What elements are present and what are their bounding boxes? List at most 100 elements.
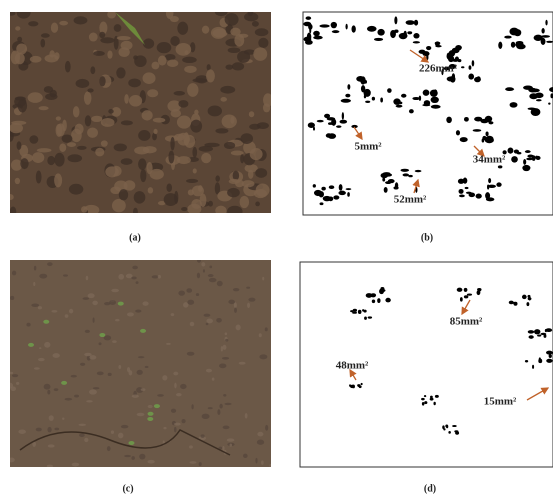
clod: [250, 148, 263, 160]
blob: [538, 359, 542, 363]
blob: [374, 38, 383, 41]
clod: [254, 189, 267, 198]
blob: [333, 195, 339, 199]
clod: [157, 42, 172, 53]
grain: [204, 314, 211, 317]
blob: [548, 103, 550, 105]
clod: [215, 128, 228, 133]
clod: [37, 148, 52, 152]
blob: [523, 85, 533, 89]
clod: [258, 38, 268, 48]
blob: [364, 95, 366, 99]
grain: [8, 372, 13, 374]
blob: [546, 359, 552, 363]
blob: [458, 179, 464, 184]
blob: [541, 28, 544, 33]
blob: [473, 129, 482, 132]
weed: [118, 302, 124, 306]
clod: [39, 106, 49, 110]
grain: [189, 461, 196, 464]
clod: [129, 95, 142, 106]
clod: [128, 78, 141, 87]
blob: [317, 120, 324, 123]
blob: [422, 104, 430, 106]
clod: [242, 180, 255, 187]
blob: [358, 310, 362, 314]
blob: [457, 288, 463, 292]
clod: [213, 29, 228, 38]
clod: [6, 194, 13, 200]
clod: [81, 206, 87, 213]
grain: [38, 358, 45, 361]
blob: [486, 197, 494, 201]
clod: [215, 175, 220, 181]
clod: [76, 79, 90, 88]
grain: [222, 357, 229, 360]
clod: [119, 47, 130, 57]
blob: [340, 120, 348, 124]
grain: [88, 293, 95, 298]
annotation: 5mm²: [354, 141, 382, 153]
blob: [522, 295, 527, 299]
grain: [131, 456, 134, 460]
blob: [394, 16, 397, 24]
grain: [197, 273, 200, 279]
clod: [215, 206, 226, 216]
grain: [265, 425, 268, 431]
grain: [107, 446, 111, 451]
clod: [99, 32, 105, 38]
annotation: 34mm²: [473, 154, 506, 166]
weed: [99, 333, 105, 337]
blob: [406, 20, 415, 25]
blob: [448, 431, 451, 434]
clod: [177, 156, 191, 164]
grain: [208, 407, 213, 409]
clod: [220, 86, 235, 94]
clod: [28, 92, 43, 103]
clod: [220, 97, 227, 102]
blob: [347, 192, 350, 197]
grain: [31, 304, 39, 307]
clod: [17, 141, 22, 150]
grain: [97, 371, 104, 375]
grain: [217, 409, 220, 415]
grain: [34, 367, 40, 369]
grain: [187, 352, 195, 356]
grain: [111, 289, 119, 293]
blob: [396, 105, 403, 108]
clod: [167, 60, 178, 68]
blob: [390, 30, 396, 38]
grain: [259, 354, 267, 359]
clod: [54, 52, 60, 59]
grain: [16, 382, 19, 385]
grain: [245, 413, 248, 419]
blob: [486, 132, 489, 137]
blob: [461, 66, 464, 68]
grain: [217, 281, 223, 286]
blob: [511, 42, 516, 48]
clod: [174, 91, 186, 96]
clod: [77, 146, 87, 150]
blob: [505, 87, 514, 91]
clod: [200, 193, 207, 207]
blob: [367, 26, 377, 32]
clod: [263, 103, 270, 112]
grain: [112, 340, 117, 343]
clod: [170, 137, 174, 150]
clod: [107, 10, 116, 18]
blob: [541, 35, 550, 38]
annotation: 48mm²: [336, 360, 369, 372]
clod: [93, 51, 105, 56]
blob: [384, 187, 388, 193]
grain: [233, 288, 239, 291]
grain: [209, 278, 217, 282]
blob: [459, 189, 464, 194]
grain: [118, 365, 121, 369]
blob: [423, 90, 430, 96]
blob: [458, 59, 462, 62]
clod: [170, 16, 179, 22]
clod: [229, 179, 240, 184]
blob: [338, 191, 345, 195]
grain: [216, 318, 222, 323]
blob: [523, 159, 526, 165]
